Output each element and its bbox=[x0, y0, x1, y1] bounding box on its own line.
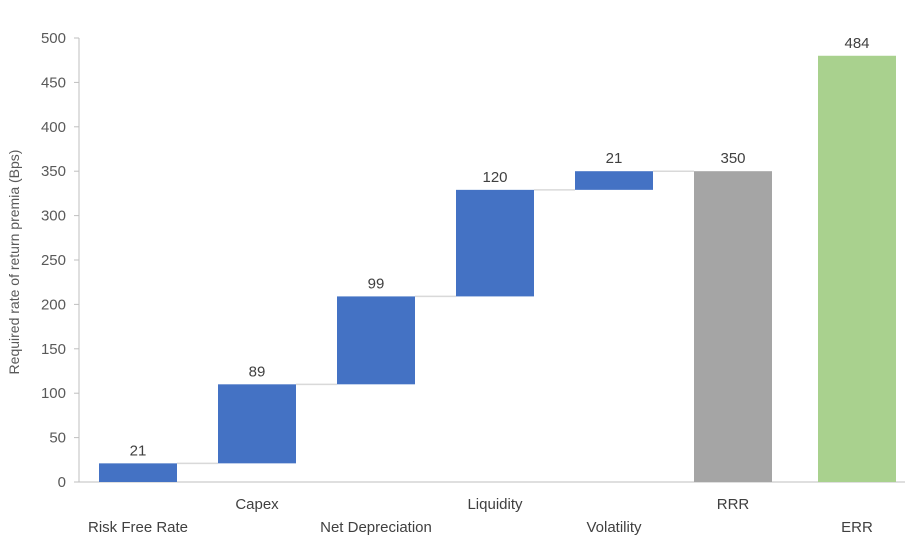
y-tick-label: 50 bbox=[49, 430, 66, 447]
bar-increment bbox=[337, 296, 415, 385]
y-tick-label: 350 bbox=[41, 163, 66, 180]
category-label: Net Depreciation bbox=[320, 519, 432, 536]
axes: 0 50 100 150 200 250 300 350 400 450 500 bbox=[41, 30, 905, 491]
y-axis-title: Required rate of return premia (Bps) bbox=[6, 150, 22, 375]
category-label: RRR bbox=[717, 496, 750, 513]
bar-increment bbox=[456, 189, 534, 297]
data-label: 120 bbox=[482, 169, 507, 186]
bar-increment bbox=[575, 171, 653, 190]
category-label: Risk Free Rate bbox=[88, 519, 188, 536]
y-tick-label: 400 bbox=[41, 119, 66, 136]
y-tick-label: 300 bbox=[41, 208, 66, 225]
y-tick-label: 0 bbox=[58, 474, 66, 491]
y-tick-label: 150 bbox=[41, 341, 66, 358]
category-label: ERR bbox=[841, 519, 873, 536]
data-label: 89 bbox=[249, 363, 266, 380]
bars bbox=[99, 55, 896, 482]
bar-total bbox=[694, 171, 772, 482]
category-label: Volatility bbox=[586, 519, 642, 536]
data-label: 350 bbox=[720, 150, 745, 167]
y-tick-label: 100 bbox=[41, 385, 66, 402]
y-tick-label: 450 bbox=[41, 74, 66, 91]
y-tick-label: 500 bbox=[41, 30, 66, 47]
bar-increment bbox=[99, 463, 177, 482]
category-label: Capex bbox=[235, 496, 279, 513]
connectors bbox=[177, 170, 694, 465]
y-tick-label: 250 bbox=[41, 252, 66, 269]
y-tick-label: 200 bbox=[41, 296, 66, 313]
bar-increment bbox=[218, 384, 296, 464]
category-label: Liquidity bbox=[467, 496, 523, 513]
data-label: 21 bbox=[606, 150, 623, 167]
labels: 21 Risk Free Rate 89 Capex 99 Net Depreciatio… bbox=[88, 35, 873, 536]
data-label: 99 bbox=[368, 275, 385, 292]
data-label: 484 bbox=[844, 35, 869, 52]
data-label: 21 bbox=[130, 442, 147, 459]
bar-comparison bbox=[818, 55, 896, 482]
